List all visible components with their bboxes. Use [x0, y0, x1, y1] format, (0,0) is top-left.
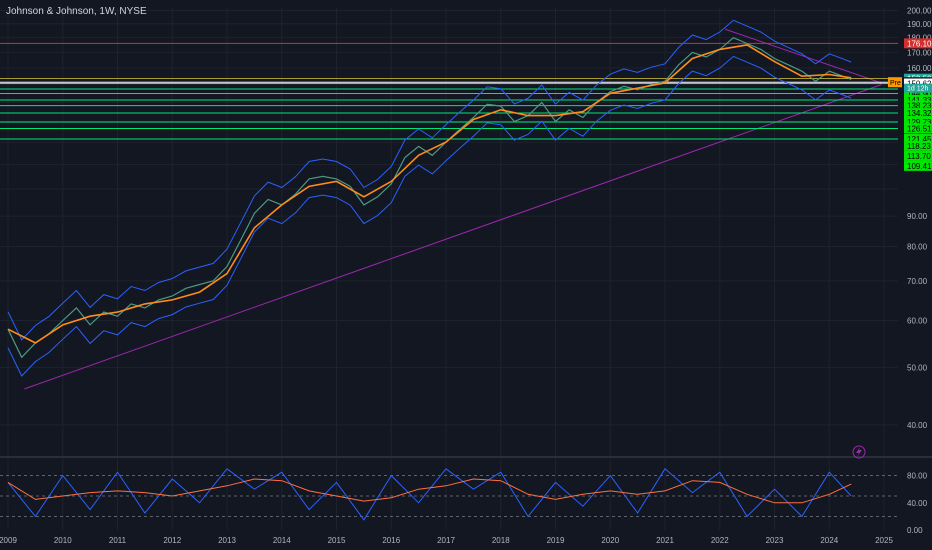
- price-label: 134.32: [907, 109, 932, 118]
- x-tick-label: 2009: [0, 536, 17, 545]
- bollinger-upper: [7, 19, 852, 341]
- price-label-bg: [904, 160, 932, 171]
- y-tick-label: 170.00: [907, 48, 932, 57]
- y-tick-label: 190.00: [907, 20, 932, 29]
- y-tick-label: 70.00: [907, 277, 928, 286]
- y-tick-label: 180.00: [907, 34, 932, 43]
- price-label: 126.51: [907, 124, 932, 133]
- x-tick-label: 2018: [492, 536, 510, 545]
- x-tick-label: 2016: [382, 536, 400, 545]
- lightning-icon: [852, 445, 866, 459]
- x-tick-label: 2021: [656, 536, 674, 545]
- x-tick-label: 2014: [273, 536, 291, 545]
- price-label-bg: [904, 116, 932, 127]
- x-tick-label: 2012: [163, 536, 181, 545]
- x-tick-label: 2023: [766, 536, 784, 545]
- trendline: [24, 84, 882, 390]
- pre-badge-bg: [888, 77, 902, 88]
- price-label-bg: [904, 108, 932, 119]
- price-label: 138.23: [907, 102, 932, 111]
- trendline: [725, 28, 882, 84]
- countdown-badge: 1d 12h: [907, 86, 929, 93]
- x-tick-label: 2022: [711, 536, 729, 545]
- x-tick-label: 2015: [328, 536, 346, 545]
- osc-tick-label: 80.00: [907, 472, 928, 481]
- price-label-bg: [904, 100, 932, 111]
- price-label: 144.90: [907, 90, 932, 99]
- y-tick-label: 80.00: [907, 242, 928, 251]
- x-tick-label: 2017: [437, 536, 455, 545]
- price-series: [7, 37, 852, 359]
- price-label-bg: [904, 133, 932, 144]
- osc-tick-label: 0.00: [907, 526, 923, 535]
- price-label: 109.41: [907, 162, 932, 171]
- y-tick-label: 40.00: [907, 421, 928, 430]
- stoch-k-series: [7, 468, 852, 521]
- price-label-bg: [904, 78, 932, 89]
- price-label: 118.23: [907, 142, 931, 151]
- y-tick-label: 160.00: [907, 64, 932, 73]
- x-tick-label: 2010: [54, 536, 72, 545]
- x-tick-label: 2013: [218, 536, 236, 545]
- chart-title: Johnson & Johnson, 1W, NYSE: [6, 6, 147, 17]
- price-label: 141.33: [907, 96, 932, 105]
- ema-series: [7, 44, 852, 344]
- price-label-bg: [904, 88, 932, 99]
- stoch-d-series: [7, 478, 852, 504]
- price-label-bg: [904, 38, 932, 49]
- countdown-badge-bg: [904, 83, 932, 93]
- y-tick-label: 60.00: [907, 316, 928, 325]
- price-label: 121.45: [907, 135, 932, 144]
- y-tick-label: 90.00: [907, 212, 928, 221]
- price-label-bg: [904, 94, 932, 105]
- price-label-bg: [904, 123, 932, 134]
- pre-badge: Pre: [890, 80, 901, 87]
- x-tick-label: 2020: [601, 536, 619, 545]
- x-tick-label: 2019: [547, 536, 565, 545]
- price-label: 113.70: [907, 152, 931, 161]
- price-label: 176.10: [907, 39, 932, 48]
- x-tick-label: 2024: [820, 536, 838, 545]
- x-tick-label: 2025: [875, 536, 893, 545]
- price-label-bg: [904, 140, 932, 151]
- price-label-bg: [904, 150, 932, 161]
- y-tick-label: 50.00: [907, 363, 928, 372]
- osc-tick-label: 40.00: [907, 499, 928, 508]
- y-tick-label: 200.00: [907, 7, 932, 16]
- x-tick-label: 2011: [109, 536, 127, 545]
- price-label: 129.73: [907, 118, 932, 127]
- bollinger-lower: [7, 55, 852, 377]
